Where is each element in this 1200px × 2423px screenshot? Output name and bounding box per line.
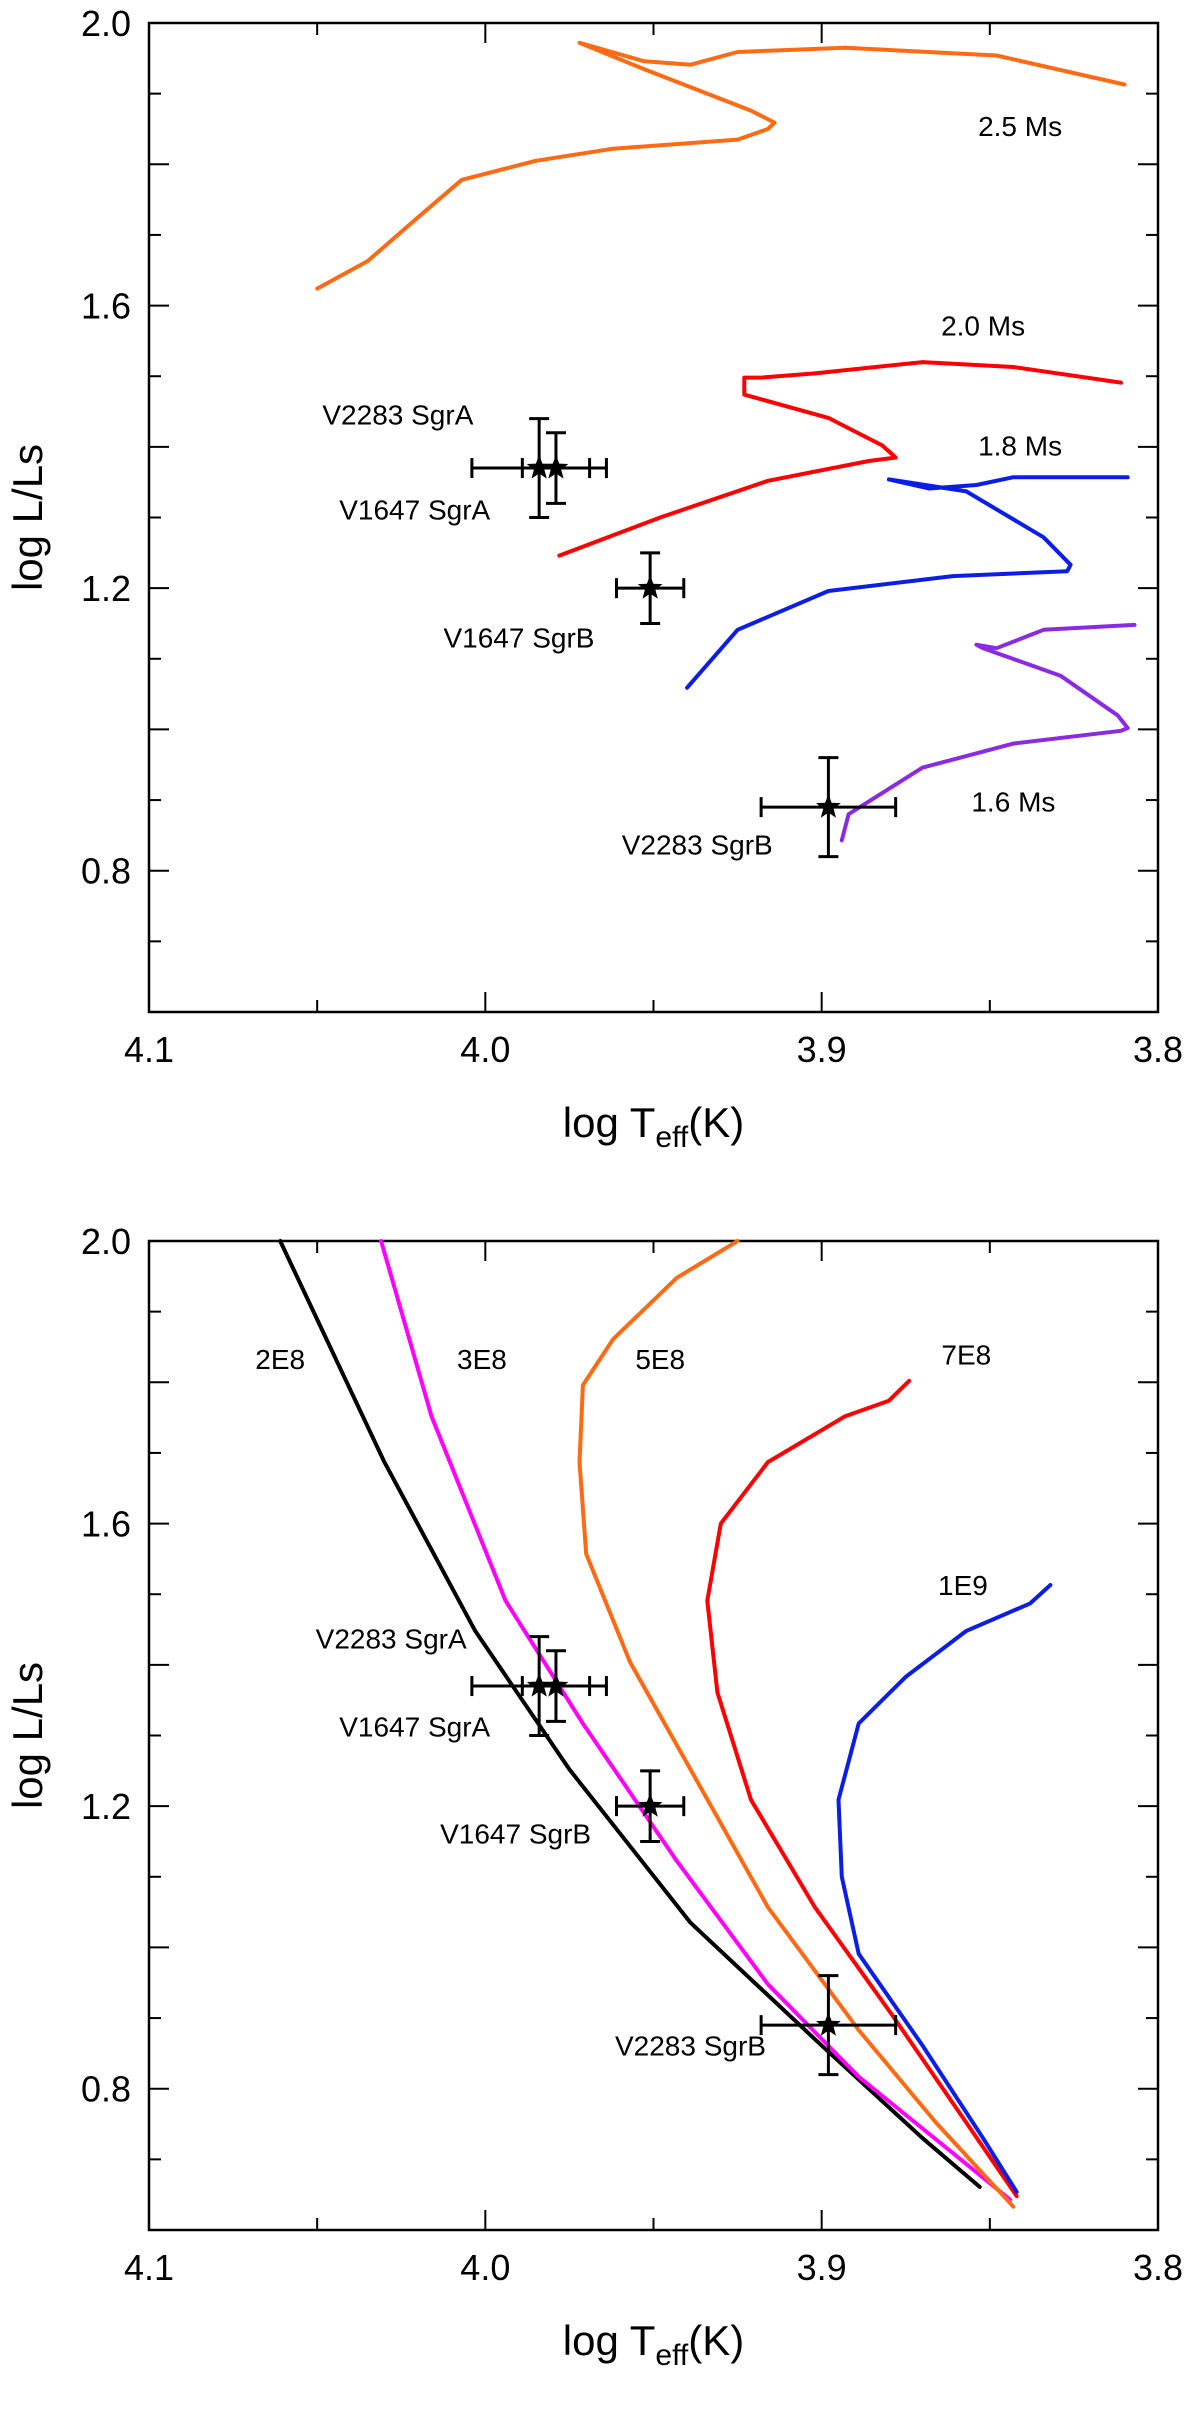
series-label: 2.5 Ms	[978, 111, 1062, 142]
x-tick-label: 3.8	[1133, 2247, 1183, 2288]
series-line-1-6-ms	[839, 622, 1137, 843]
series-label: 7E8	[941, 1340, 991, 1371]
series-line-2-0-ms	[557, 360, 1123, 558]
data-point-label: V2283 SgrA	[322, 399, 473, 430]
data-point-v2283-sgrb	[759, 1974, 898, 2077]
data-point-label: V1647 SgrB	[440, 1819, 591, 1850]
data-point-label: V2283 SgrA	[316, 1624, 467, 1655]
series-line-3e8	[379, 1239, 1012, 2202]
data-point-v1647-sgra	[520, 1649, 592, 1723]
star-marker	[816, 2012, 841, 2036]
series-label: 3E8	[457, 1344, 507, 1375]
y-axis-title: log L/Ls	[4, 1662, 51, 1809]
x-axis-title-unit: (K)	[688, 2317, 744, 2364]
x-axis-title-subscript: eff	[655, 1121, 688, 1154]
series-line-1-8-ms	[685, 475, 1130, 690]
y-tick-label: 2.0	[81, 3, 131, 44]
series-line-2e8	[278, 1239, 982, 2189]
y-tick-label: 1.2	[81, 1786, 131, 1827]
x-axis-title-main: log T	[563, 2317, 656, 2364]
x-axis-title: log Teff(K)	[563, 1099, 744, 1154]
data-point-label: V1647 SgrA	[339, 1711, 490, 1742]
series-line-7e8	[705, 1378, 1019, 2199]
series-line-1e9	[836, 1583, 1053, 2194]
series-label: 5E8	[635, 1344, 685, 1375]
series-line-5e8	[577, 1239, 1016, 2209]
series-line-2-5-ms	[315, 40, 1127, 291]
series-label: 1.8 Ms	[978, 430, 1062, 461]
y-tick-label: 0.8	[81, 851, 131, 892]
x-axis-title-main: log T	[563, 1099, 656, 1146]
chart-panel-2: 4.1 4.0 3.9 3.8 0.8 1.2 1.6 2.0 log Teff(K) log L…	[4, 1221, 1183, 2372]
y-axis-title: log L/Ls	[4, 444, 51, 591]
series-label: 1.6 Ms	[971, 786, 1055, 817]
series-label: 2E8	[255, 1344, 305, 1375]
x-tick-label: 4.1	[124, 2247, 174, 2288]
series-label: 1E9	[938, 1570, 988, 1601]
x-axis-title: log Teff(K)	[563, 2317, 744, 2372]
chart-panel-1: 4.1 4.0 3.9 3.8 0.8 1.2 1.6 2.0 log Teff(K) log L…	[4, 3, 1183, 1154]
data-point-v1647-sgra	[520, 431, 592, 505]
data-point-v1647-sgrb	[615, 551, 686, 625]
x-tick-label: 3.9	[797, 2247, 847, 2288]
series-label: 2.0 Ms	[941, 310, 1025, 341]
y-tick-label: 1.6	[81, 1504, 131, 1545]
y-tick-label: 1.2	[81, 568, 131, 609]
star-marker	[816, 794, 841, 818]
x-tick-label: 4.0	[460, 1029, 510, 1070]
star-marker	[543, 1673, 569, 1697]
y-tick-label: 1.6	[81, 286, 131, 327]
data-point-v2283-sgrb	[759, 756, 898, 859]
y-tick-label: 2.0	[81, 1221, 131, 1262]
y-tick-label: 0.8	[81, 2069, 131, 2110]
data-point-label: V1647 SgrB	[443, 623, 594, 654]
data-point-label: V2283 SgrB	[615, 2031, 766, 2062]
data-point-label: V2283 SgrB	[622, 830, 773, 861]
star-marker	[637, 575, 663, 599]
x-tick-label: 4.0	[460, 2247, 510, 2288]
x-tick-label: 4.1	[124, 1029, 174, 1070]
star-marker	[637, 1793, 663, 1817]
x-axis-title-subscript: eff	[655, 2339, 688, 2372]
data-point-v1647-sgrb	[615, 1769, 686, 1843]
x-tick-label: 3.8	[1133, 1029, 1183, 1070]
star-marker	[543, 455, 569, 479]
x-tick-label: 3.9	[797, 1029, 847, 1070]
data-point-label: V1647 SgrA	[339, 495, 490, 526]
plot-frame	[147, 1239, 1160, 2232]
x-axis-title-unit: (K)	[688, 1099, 744, 1146]
